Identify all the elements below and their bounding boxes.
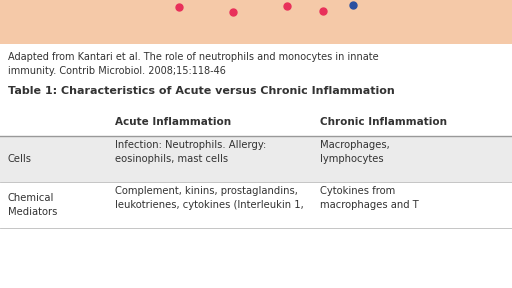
- Text: Table 1: Characteristics of Acute versus Chronic Inflammation: Table 1: Characteristics of Acute versus…: [8, 86, 395, 96]
- Text: Cells: Cells: [8, 154, 32, 164]
- Text: Cytokines from
macrophages and T: Cytokines from macrophages and T: [320, 186, 419, 210]
- Text: Macrophages,
lymphocytes: Macrophages, lymphocytes: [320, 140, 390, 164]
- Text: Infection: Neutrophils. Allergy:
eosinophils, mast cells: Infection: Neutrophils. Allergy: eosinop…: [115, 140, 266, 164]
- Text: Acute Inflammation: Acute Inflammation: [115, 117, 231, 127]
- Bar: [0, 182, 512, 228]
- Bar: [0, 136, 512, 182]
- Text: Adapted from Kantari et al. The role of neutrophils and monocytes in innate
immu: Adapted from Kantari et al. The role of …: [8, 52, 379, 76]
- Bar: [0, 0, 512, 44]
- Text: Chemical
Mediators: Chemical Mediators: [8, 194, 57, 217]
- Text: Complement, kinins, prostaglandins,
leukotrienes, cytokines (Interleukin 1,: Complement, kinins, prostaglandins, leuk…: [115, 186, 304, 210]
- Text: Chronic Inflammation: Chronic Inflammation: [320, 117, 447, 127]
